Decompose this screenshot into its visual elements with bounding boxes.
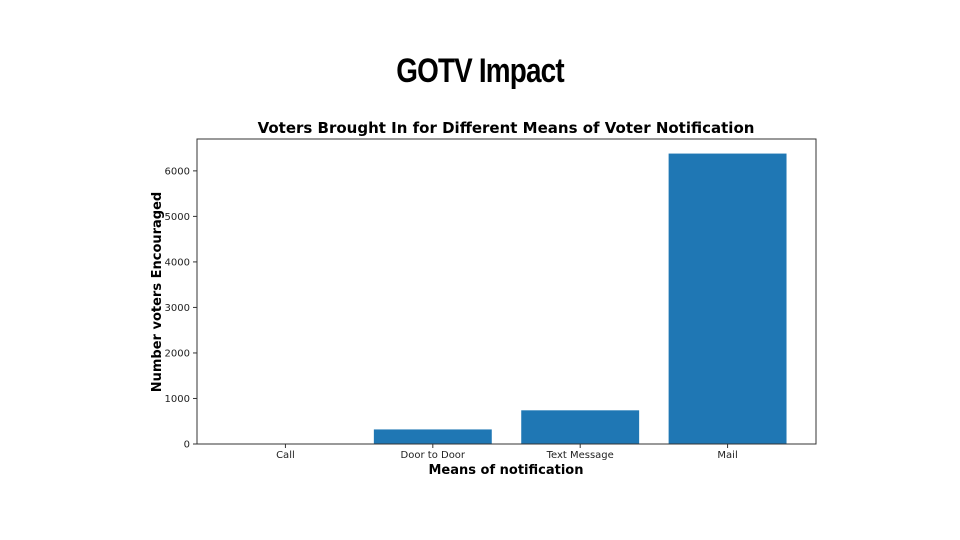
y-tick-label: 6000	[165, 166, 190, 177]
plot-frame	[196, 138, 817, 445]
bar-door-to-door	[373, 429, 492, 444]
x-tick-label: Text Message	[546, 450, 614, 461]
y-tick-label: 0	[184, 440, 190, 451]
bar-text-message	[521, 410, 640, 444]
y-tick-label: 4000	[165, 257, 190, 268]
x-tick-label: Call	[276, 450, 295, 461]
y-tick-label: 1000	[165, 394, 190, 405]
y-axis-label: Number voters Encouraged	[150, 192, 165, 393]
x-axis-ticks: Call Door to Door Text Message Mail	[276, 444, 738, 461]
x-tick-label: Mail	[717, 450, 737, 461]
y-axis-ticks: 0 1000 2000 3000 4000 5000 6000	[165, 166, 197, 451]
bar-mail	[668, 153, 787, 444]
y-tick-label: 2000	[165, 348, 190, 359]
x-axis-label: Means of notification	[429, 463, 584, 478]
y-tick-label: 5000	[165, 212, 190, 223]
slide-title: GOTV Impact	[396, 52, 564, 90]
y-tick-label: 3000	[165, 303, 190, 314]
bars	[373, 153, 787, 444]
chart-title: Voters Brought In for Different Means of…	[258, 119, 755, 137]
x-tick-label: Door to Door	[401, 450, 466, 461]
